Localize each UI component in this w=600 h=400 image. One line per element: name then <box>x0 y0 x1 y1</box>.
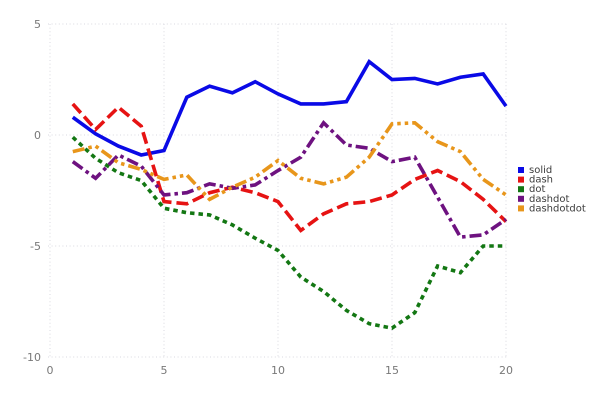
y-tick-label: 0 <box>34 129 41 142</box>
legend-swatch-solid <box>518 167 524 173</box>
y-tick-label: 5 <box>34 18 41 31</box>
y-tick-label: -10 <box>23 351 41 364</box>
x-tick-label: 5 <box>161 364 168 377</box>
legend-label-solid: solid <box>529 165 552 176</box>
x-tick-label: 0 <box>47 364 54 377</box>
series-line-dashdot <box>71 119 508 240</box>
legend-label-dot: dot <box>529 184 545 195</box>
series-line-dot <box>71 135 506 331</box>
legend-swatch-dot <box>518 186 524 193</box>
legend-label-dashdot: dashdot <box>529 194 569 205</box>
legend-label-dash: dash <box>529 175 553 186</box>
series-line-dash <box>71 102 508 233</box>
legend-swatch-dash <box>518 176 524 183</box>
series-line-solid <box>71 59 508 157</box>
x-tick-label: 15 <box>385 364 399 377</box>
x-tick-label: 20 <box>499 364 513 377</box>
legend-swatch-dashdotdot <box>518 205 524 212</box>
legend-label-dashdotdot: dashdotdot <box>529 203 586 214</box>
series-line-dashdotdot <box>72 120 508 202</box>
legend-swatch-dashdot <box>518 195 524 202</box>
y-tick-label: -5 <box>30 240 41 253</box>
x-tick-label: 10 <box>271 364 285 377</box>
